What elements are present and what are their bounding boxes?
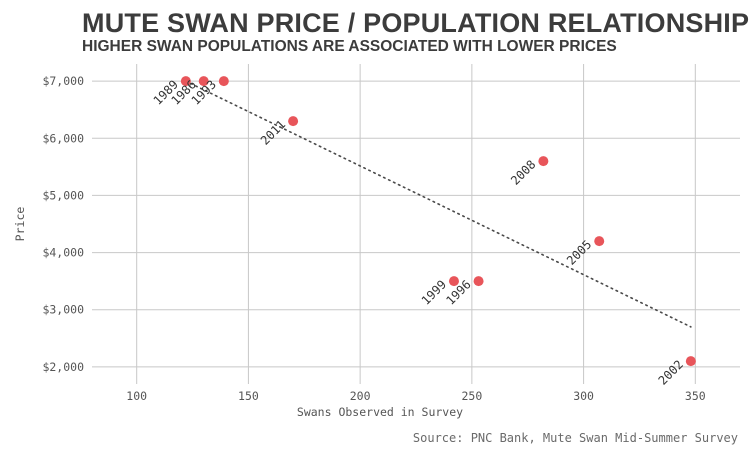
x-tick-label: 250 — [461, 389, 482, 403]
data-point — [198, 76, 209, 87]
x-axis-title: Swans Observed in Survey — [297, 405, 463, 419]
point-label: 2002 — [656, 357, 686, 387]
data-point — [288, 116, 299, 127]
point-label: 1996 — [443, 277, 473, 307]
data-point — [448, 276, 459, 287]
chart-subtitle: HIGHER SWAN POPULATIONS ARE ASSOCIATED W… — [82, 38, 617, 55]
y-tick-label: $5,000 — [42, 188, 84, 202]
chart-title: MUTE SWAN PRICE / POPULATION RELATIONSHI… — [82, 8, 750, 38]
data-point — [180, 76, 191, 87]
y-axis-title: Price — [13, 207, 27, 242]
x-tick-label: 100 — [126, 389, 147, 403]
x-tick-label: 150 — [238, 389, 259, 403]
data-point — [538, 156, 549, 167]
y-tick-label: $2,000 — [42, 360, 84, 374]
point-label: 2008 — [508, 157, 538, 187]
point-label: 1999 — [419, 277, 449, 307]
y-tick-label: $6,000 — [42, 131, 84, 145]
data-point — [594, 236, 605, 247]
data-point — [218, 76, 229, 87]
y-tick-label: $7,000 — [42, 74, 84, 88]
x-tick-label: 350 — [685, 389, 706, 403]
y-tick-label: $4,000 — [42, 246, 84, 260]
data-point — [473, 276, 484, 287]
trend-line — [185, 80, 692, 328]
source-note: Source: PNC Bank, Mute Swan Mid-Summer S… — [412, 431, 738, 445]
data-point — [685, 356, 696, 367]
point-label: 2011 — [258, 117, 288, 147]
y-tick-label: $3,000 — [42, 303, 84, 317]
x-tick-label: 200 — [350, 389, 371, 403]
x-tick-label: 300 — [573, 389, 594, 403]
